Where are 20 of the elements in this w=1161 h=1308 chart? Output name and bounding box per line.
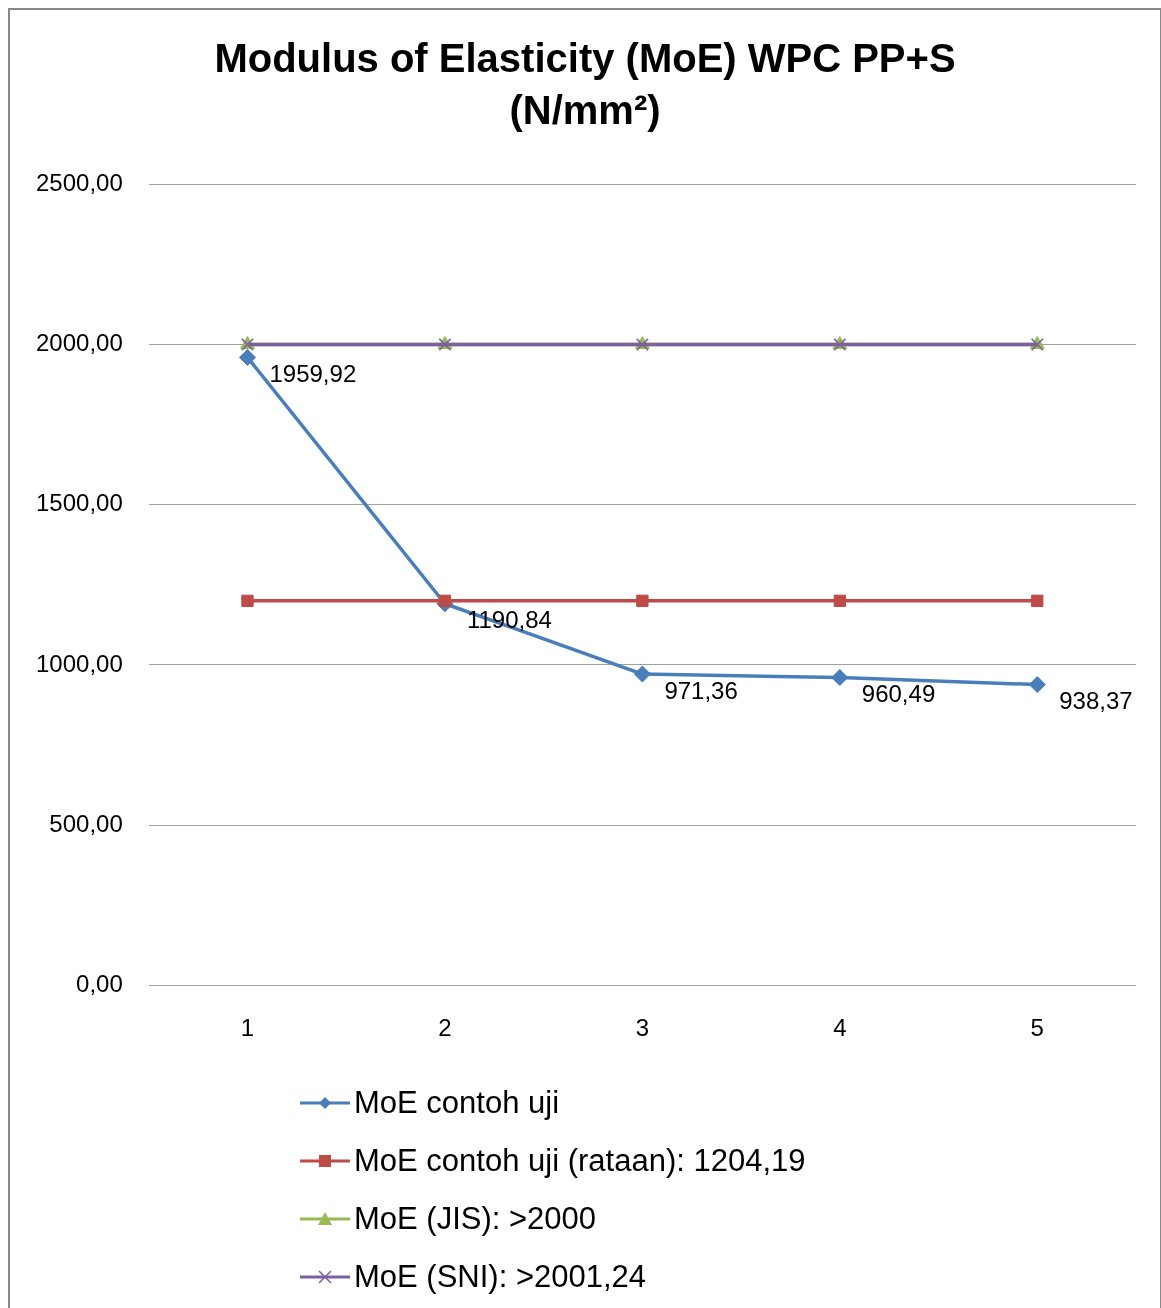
data-label: 960,49 [861, 680, 936, 708]
y-tick-label: 1500,00 [35, 489, 123, 517]
data-label: 938,37 [1059, 687, 1133, 715]
x-tick-label: 3 [635, 1014, 650, 1042]
x-tick-label: 5 [1030, 1014, 1044, 1042]
legend-label: MoE contoh uji [354, 1085, 560, 1121]
legend-label: MoE (JIS): >2000 [354, 1201, 597, 1237]
y-tick-label: 1000,00 [35, 649, 123, 677]
chart-title: Modulus of Elasticity (MoE) WPC PP+S (N/mm²) [213, 35, 957, 134]
y-tick-label: 500,00 [49, 809, 123, 837]
legend-label: MoE (SNI): >2001,24 [354, 1259, 647, 1295]
data-label: 971,36 [664, 676, 738, 704]
data-label: 1959,92 [269, 360, 357, 388]
y-tick-label: 2000,00 [35, 329, 123, 357]
x-tick-label: 4 [833, 1014, 847, 1042]
x-tick-label: 1 [240, 1014, 255, 1042]
y-tick-label: 0,00 [76, 969, 123, 997]
y-tick-label: 2500,00 [35, 169, 123, 197]
legend-label: MoE contoh uji (rataan): 1204,19 [354, 1143, 806, 1179]
x-tick-label: 2 [438, 1014, 452, 1042]
